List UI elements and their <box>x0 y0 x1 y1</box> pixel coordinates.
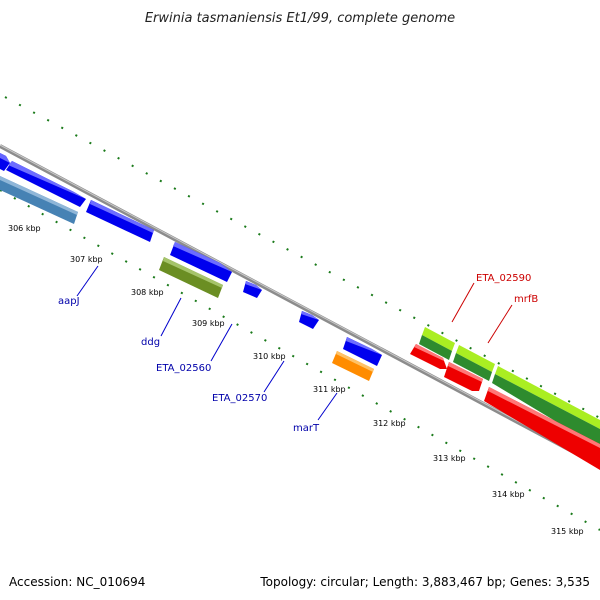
leader-line <box>451 282 475 323</box>
reverse-strand-features <box>410 327 600 470</box>
cds-feature <box>0 176 78 215</box>
cds-feature <box>414 344 444 361</box>
cds-feature <box>163 257 223 288</box>
cds-feature[interactable] <box>299 311 319 329</box>
tick-label: 306 kbp <box>8 224 41 233</box>
cds-feature[interactable] <box>456 345 495 372</box>
cds-feature <box>336 351 374 372</box>
leader-line <box>210 323 233 362</box>
cds-feature[interactable] <box>453 353 492 381</box>
cds-feature[interactable] <box>343 337 382 366</box>
cds-feature[interactable] <box>410 344 447 369</box>
cds-feature[interactable] <box>159 257 223 298</box>
cds-feature[interactable] <box>422 327 455 351</box>
leader-line <box>317 392 338 421</box>
cds-feature[interactable] <box>484 387 600 470</box>
genome-summary-text: Topology: circular; Length: 3,883,467 bp… <box>259 575 590 589</box>
tick-label: 313 kbp <box>433 454 466 463</box>
cds-feature <box>0 153 10 163</box>
leader-line <box>76 265 99 297</box>
cds-feature <box>346 337 382 355</box>
tick-label: 314 kbp <box>492 490 525 499</box>
cds-feature[interactable] <box>170 242 232 282</box>
cds-feature[interactable] <box>332 351 374 381</box>
leader-line <box>263 360 285 393</box>
leader-line <box>160 297 182 337</box>
forward-strand-features <box>0 153 382 381</box>
genome-backbone-highlight <box>0 144 600 466</box>
cds-feature <box>245 281 262 290</box>
tick-label: 312 kbp <box>373 419 406 428</box>
map-title: Erwinia tasmaniensis Et1/99, complete ge… <box>145 11 455 26</box>
tick-labels: 306 kbp 307 kbp 308 kbp 309 kbp 310 kbp … <box>8 224 584 536</box>
cds-feature[interactable] <box>243 281 262 298</box>
inner-dot-track <box>0 189 600 531</box>
gene-label-eta-02560[interactable]: ETA_02560 <box>156 363 211 374</box>
cds-feature <box>488 387 600 448</box>
gene-labels: aapJ ddg ETA_02560 ETA_02570 marT ETA_02… <box>58 273 538 434</box>
tick-label: 308 kbp <box>131 288 164 297</box>
gene-label-eta-02590[interactable]: ETA_02590 <box>476 273 531 284</box>
gene-label-mart[interactable]: marT <box>293 423 320 434</box>
cds-feature[interactable] <box>444 362 483 391</box>
tick-label: 311 kbp <box>313 385 346 394</box>
tick-label: 310 kbp <box>253 352 286 361</box>
gene-label-leaders <box>76 265 513 421</box>
leader-line <box>487 304 513 344</box>
tick-label: 307 kbp <box>70 255 103 264</box>
cds-feature[interactable] <box>86 200 154 242</box>
cds-feature <box>8 161 86 199</box>
cds-feature <box>173 242 232 272</box>
cds-feature[interactable] <box>419 335 452 360</box>
accession-text: Accession: NC_010694 <box>9 575 145 589</box>
cds-feature <box>301 311 319 320</box>
tick-label: 309 kbp <box>192 319 225 328</box>
cds-feature[interactable] <box>492 374 600 448</box>
gene-label-aapj[interactable]: aapJ <box>58 296 80 307</box>
gene-label-eta-02570[interactable]: ETA_02570 <box>212 393 267 404</box>
genome-backbone <box>0 144 600 468</box>
cds-feature <box>90 200 154 233</box>
cds-feature[interactable] <box>495 366 600 429</box>
cds-feature <box>448 362 483 382</box>
gene-label-mrfb[interactable]: mrfB <box>514 294 538 305</box>
tick-label: 315 kbp <box>551 527 584 536</box>
outer-dot-track <box>4 96 600 419</box>
gene-label-ddg[interactable]: ddg <box>141 337 160 348</box>
